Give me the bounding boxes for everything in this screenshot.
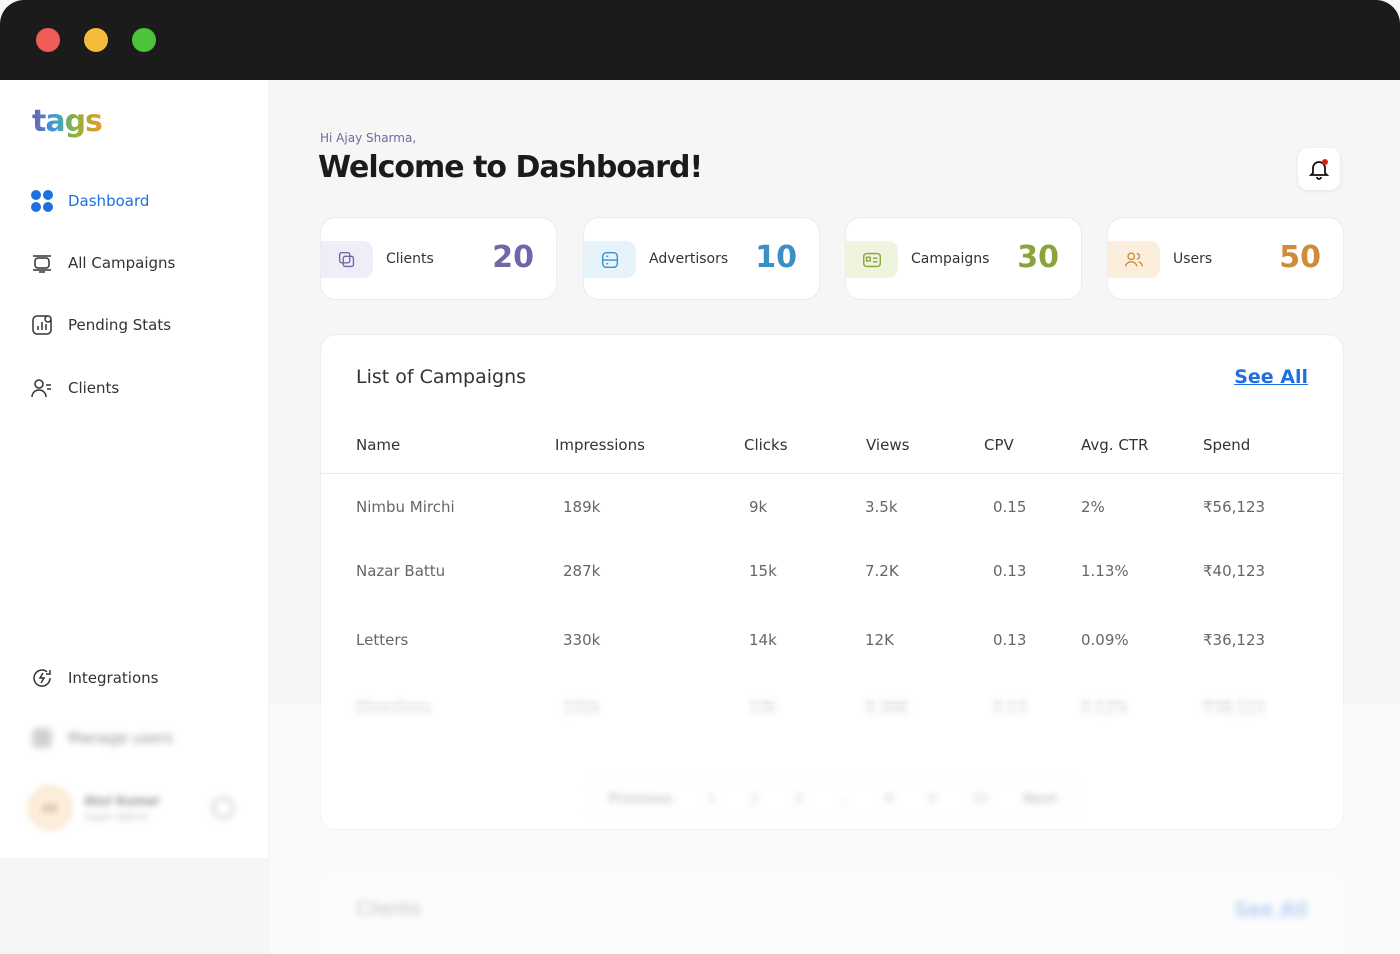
table-cell: ₹38,123 (1203, 699, 1266, 717)
previous-button[interactable]: Previous (608, 791, 673, 807)
stat-icon (846, 241, 898, 278)
table-cell: 13k (749, 699, 777, 717)
table-cell: ₹40,123 (1203, 562, 1266, 580)
stat-value: 10 (755, 240, 797, 275)
table-cell: Nazar Battu (356, 562, 446, 580)
page-button[interactable]: ... (837, 791, 850, 807)
table-cell: 0.12% (1081, 699, 1129, 717)
nav-label: Manage users (68, 729, 173, 747)
column-header: Views (866, 436, 910, 454)
table-cell: 1.13% (1081, 562, 1129, 580)
avatar: AK (28, 786, 72, 830)
table-cell: 0.13 (993, 699, 1027, 717)
table-cell: 9k (749, 498, 768, 516)
nav-item[interactable]: All Campaigns (30, 251, 175, 275)
stat-label: Advertisors (649, 251, 729, 267)
stat-value: 30 (1017, 240, 1059, 275)
stat-icon (1108, 241, 1160, 278)
stat-icon (321, 241, 373, 278)
page-button[interactable]: 8 (884, 791, 894, 807)
column-header: Avg. CTR (1081, 436, 1149, 454)
nav-label: Integrations (68, 669, 159, 687)
stat-card[interactable]: Clients 20 (320, 217, 557, 300)
table-cell: 231k (563, 699, 601, 717)
greeting: Hi Ajay Sharma, (320, 131, 417, 145)
pagination: Previous 1 2 3... 8 9 10 Next (590, 778, 1076, 820)
table-cell: 12K (865, 631, 894, 649)
column-header: CPV (984, 436, 1014, 454)
nav-label: Pending Stats (68, 316, 172, 334)
table-cell: 14k (749, 631, 777, 649)
table-cell: 7.2K (865, 562, 899, 580)
table-cell: ₹56,123 (1203, 498, 1266, 516)
stat-label: Users (1173, 251, 1213, 267)
column-header: Name (356, 436, 401, 454)
stat-icon (584, 241, 636, 278)
table-cell: 0.13 (993, 562, 1027, 580)
table-cell: Nimbu Mirchi (356, 498, 455, 516)
table-cell: 0.09% (1081, 631, 1129, 649)
close-button[interactable] (36, 28, 60, 52)
see-all-link[interactable]: See All (1234, 366, 1308, 388)
user-role: Super Admin (84, 811, 149, 823)
notification-button[interactable] (1298, 148, 1340, 190)
nav-label: Dashboard (68, 192, 150, 210)
campaigns-card (320, 334, 1344, 830)
stat-label: Campaigns (911, 251, 990, 267)
see-all-link[interactable]: See All (1234, 898, 1308, 920)
user-name: Atul Kumar (84, 793, 161, 808)
page-button[interactable]: 2 (750, 791, 759, 807)
table-cell: 9.36K (865, 699, 909, 717)
table-cell: 287k (563, 562, 601, 580)
table-cell: 15k (749, 562, 777, 580)
table-cell: Letters (356, 631, 409, 649)
minimize-button[interactable] (84, 28, 108, 52)
table-cell: ₹36,123 (1203, 631, 1266, 649)
stat-card[interactable]: Advertisors 10 (583, 217, 820, 300)
page-button[interactable]: 1 (707, 791, 716, 807)
column-header: Impressions (555, 436, 645, 454)
table-cell: 330k (563, 631, 601, 649)
table-cell: 2% (1081, 498, 1105, 516)
nav-label: All Campaigns (68, 254, 176, 272)
section-title: List of Campaigns (356, 366, 527, 388)
nav-item[interactable]: Dashboard (30, 189, 149, 213)
maximize-button[interactable] (132, 28, 156, 52)
nav-item[interactable]: Manage users (30, 726, 173, 750)
column-header: Clicks (744, 436, 788, 454)
page-title: Welcome to Dashboard! (318, 150, 703, 185)
table-cell: 189k (563, 498, 601, 516)
column-header: Spend (1203, 436, 1251, 454)
table-cell: 0.13 (993, 631, 1027, 649)
stat-label: Clients (386, 251, 434, 267)
next-button[interactable]: Next (1023, 791, 1058, 807)
user-profile[interactable]: AK Atul Kumar Super Admin (28, 786, 235, 830)
nav-item[interactable]: Integrations (30, 666, 158, 690)
page-button[interactable]: 3 (793, 791, 803, 807)
divider (321, 473, 1342, 474)
nav-item[interactable]: Clients (30, 376, 119, 400)
clients-card (320, 870, 1344, 954)
window-bar (0, 0, 1400, 80)
section-title: Clients (356, 898, 421, 920)
table-cell: Directions (356, 699, 432, 717)
page-button[interactable]: 9 (928, 791, 937, 807)
table-cell: 0.15 (993, 498, 1027, 516)
stat-card[interactable]: Campaigns 30 (845, 217, 1082, 300)
stat-card[interactable]: Users 50 (1107, 217, 1344, 300)
stat-value: 50 (1279, 240, 1321, 275)
logo: tags (32, 104, 103, 139)
table-cell: 3.5k (865, 498, 898, 516)
page-button[interactable]: 10 (971, 791, 989, 807)
logout-icon[interactable] (212, 797, 235, 819)
nav-item[interactable]: Pending Stats (30, 313, 171, 337)
stat-value: 20 (492, 240, 534, 275)
nav-label: Clients (68, 379, 120, 397)
